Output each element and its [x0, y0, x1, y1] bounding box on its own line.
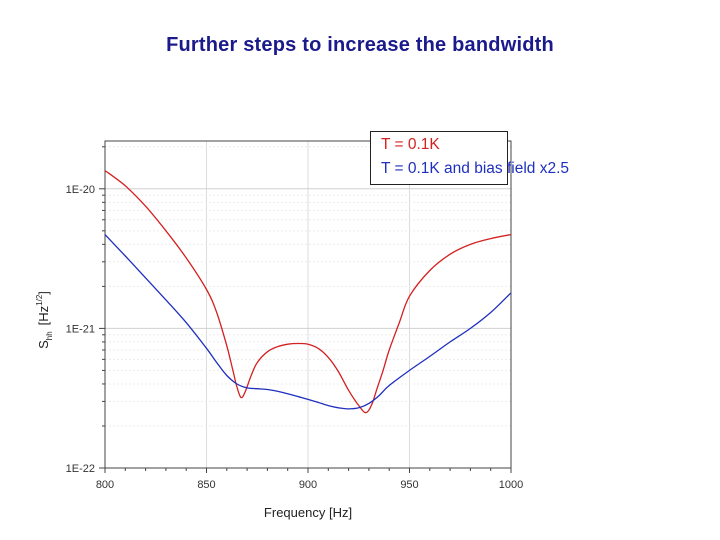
y-axis-title-unit: [Hz	[36, 306, 51, 326]
grid-layer	[104, 141, 512, 469]
svg-text:Shh[Hz1/2]: Shh [Hz1/2]	[35, 291, 54, 349]
legend-entry-blue: T = 0.1K and bias field x2.5	[381, 160, 569, 177]
series-line-blue	[104, 234, 512, 410]
y-axis-title-bracket: ]	[36, 291, 51, 295]
y-axis-title: Shh [Hz1/2]	[35, 291, 54, 349]
slide-title: Further steps to increase the bandwidth	[166, 34, 554, 56]
tick-label-layer: 800 850 900 950 1000 1E-20 1E-21 1E-22	[66, 184, 524, 491]
x-tick-label: 800	[96, 479, 114, 491]
y-axis-title-symbol: S	[36, 340, 51, 349]
tick-layer	[99, 146, 512, 473]
x-tick-label: 900	[299, 479, 317, 491]
series-line-red	[104, 170, 512, 414]
legend: T = 0.1K T = 0.1K and bias field x2.5	[370, 131, 569, 185]
legend-entry-red: T = 0.1K	[381, 136, 440, 153]
y-axis-title-exponent: 1/2	[35, 294, 44, 306]
y-tick-label: 1E-21	[66, 323, 95, 335]
x-axis-title: Frequency [Hz]	[264, 505, 352, 520]
x-tick-label: 850	[197, 479, 215, 491]
y-tick-label: 1E-22	[66, 463, 95, 475]
x-tick-label: 1000	[499, 479, 523, 491]
series-layer	[104, 170, 512, 414]
x-tick-label: 950	[400, 479, 418, 491]
y-axis-title-subscript: hh	[45, 331, 54, 340]
y-tick-label: 1E-20	[66, 184, 95, 196]
